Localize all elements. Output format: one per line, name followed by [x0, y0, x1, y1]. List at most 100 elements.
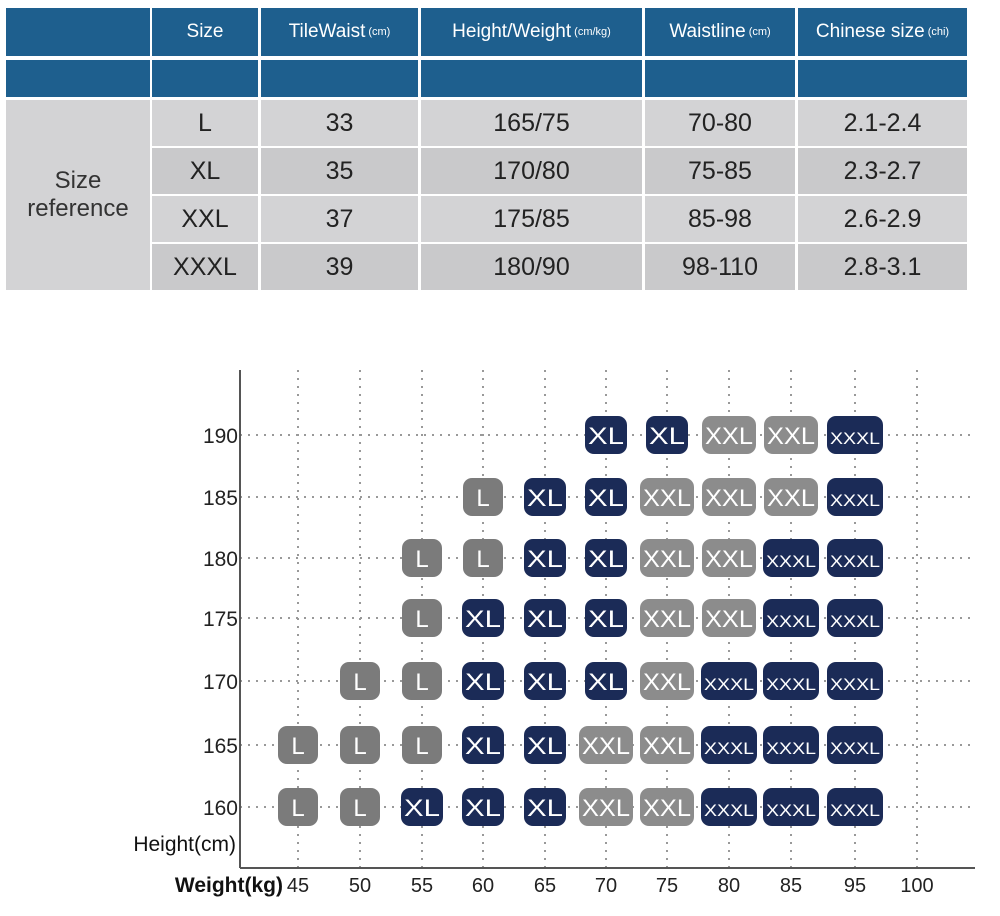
header-unit: (cm) [368, 26, 391, 38]
size-badge-label: XXXL [704, 739, 754, 758]
size-badge [524, 539, 566, 577]
size-badge [462, 599, 504, 637]
size-badge-label: XXXL [704, 675, 754, 694]
size-badge-label: L [415, 606, 428, 633]
header-unit: (cm) [748, 26, 771, 38]
table-cell: 2.8-3.1 [798, 244, 967, 290]
size-badge-label: XL [527, 733, 563, 760]
table-cell: 75-85 [645, 148, 795, 194]
size-badge-label: L [476, 546, 489, 573]
y-tick-label: 170 [203, 671, 238, 694]
size-badge [462, 726, 504, 764]
size-badge [640, 539, 694, 577]
size-badge [763, 788, 819, 826]
size-badge [702, 416, 756, 454]
size-badge-label: L [291, 733, 304, 760]
y-tick-label: 175 [203, 608, 238, 631]
size-badge-label: XL [649, 423, 685, 450]
size-badge-label: XXL [643, 733, 691, 760]
size-badge-label: XL [465, 606, 501, 633]
size-reference-table: Size TileWaist (cm) Height/Weight (cm/kg) Wai… [6, 8, 967, 291]
size-badge [827, 478, 883, 516]
size-badge [463, 478, 503, 516]
size-badge-label: L [353, 795, 366, 822]
table-header-cell: Waistline (cm) [645, 8, 795, 56]
size-badge-label: L [476, 485, 489, 512]
size-badge [640, 478, 694, 516]
size-badge-label: XXXL [830, 612, 880, 631]
table-header-subcell [261, 60, 418, 97]
size-badge [585, 599, 627, 637]
size-badge [401, 788, 443, 826]
size-badge [701, 726, 757, 764]
size-badge-label: XXL [705, 546, 753, 573]
size-badge-label: XXL [643, 606, 691, 633]
size-badge [701, 788, 757, 826]
size-badge-label: XXL [643, 546, 691, 573]
x-tick-label: 95 [844, 875, 866, 897]
size-badge-label: XXXL [830, 552, 880, 571]
size-badge [524, 788, 566, 826]
table-cell: 85-98 [645, 196, 795, 242]
size-badge-label: XXL [582, 795, 630, 822]
table-cell: 2.3-2.7 [798, 148, 967, 194]
y-tick-label: 185 [203, 487, 238, 510]
size-badge-label: L [353, 669, 366, 696]
size-badge-label: XL [527, 546, 563, 573]
size-chart: 190 185 180 175 170 165 160 45 50 55 60 65 70 75 80 85 9… [133, 370, 975, 897]
size-badge-label: XXXL [766, 739, 816, 758]
size-badge [340, 788, 380, 826]
size-badge-label: XXXL [704, 801, 754, 820]
size-badge [827, 726, 883, 764]
table-cell: 39 [261, 244, 418, 290]
table-header-cell: Chinese size (chi) [798, 8, 967, 56]
table-cell: 98-110 [645, 244, 795, 290]
size-badge [278, 726, 318, 764]
x-tick-label: 85 [780, 875, 802, 897]
size-badge-label: XL [465, 733, 501, 760]
size-badge-label: XL [527, 485, 563, 512]
size-badge-label: XXXL [766, 612, 816, 631]
size-badge [402, 539, 442, 577]
size-badge-label: L [291, 795, 304, 822]
size-badge [702, 478, 756, 516]
size-badge-label: XXL [767, 485, 815, 512]
table-header-subcell [421, 60, 642, 97]
size-badge [763, 726, 819, 764]
size-badge [579, 788, 633, 826]
table-cell: 2.6-2.9 [798, 196, 967, 242]
side-label: Size reference [6, 100, 150, 290]
table-cell: 35 [261, 148, 418, 194]
x-tick-label: 45 [287, 875, 309, 897]
size-badge-label: XXXL [830, 801, 880, 820]
size-badge [827, 788, 883, 826]
size-badge [585, 539, 627, 577]
size-badge [278, 788, 318, 826]
size-badge [579, 726, 633, 764]
size-badge [524, 662, 566, 700]
size-badge-label: XL [588, 423, 624, 450]
x-tick-label: 65 [534, 875, 556, 897]
size-badge [764, 416, 818, 454]
x-tick-label: 100 [900, 875, 933, 897]
table-cell: L [152, 100, 258, 146]
table-header-subcell [798, 60, 967, 97]
size-badge-label: XXXL [830, 675, 880, 694]
size-badge [402, 662, 442, 700]
table-header-subcell [6, 60, 150, 97]
size-badge-label: XXL [643, 485, 691, 512]
size-badge-label: XXXL [766, 801, 816, 820]
size-badge [640, 599, 694, 637]
size-badge-label: XXXL [830, 491, 880, 510]
size-badge [764, 478, 818, 516]
table-header-cell: Height/Weight (cm/kg) [421, 8, 642, 56]
x-tick-label: 75 [656, 875, 678, 897]
size-badge-label: XL [527, 606, 563, 633]
size-badge [827, 539, 883, 577]
size-badge-label: XXXL [766, 675, 816, 694]
size-badge-label: XXXL [766, 552, 816, 571]
table-cell: 33 [261, 100, 418, 146]
size-badge [463, 539, 503, 577]
size-badge [462, 662, 504, 700]
header-label: Size [186, 21, 224, 42]
